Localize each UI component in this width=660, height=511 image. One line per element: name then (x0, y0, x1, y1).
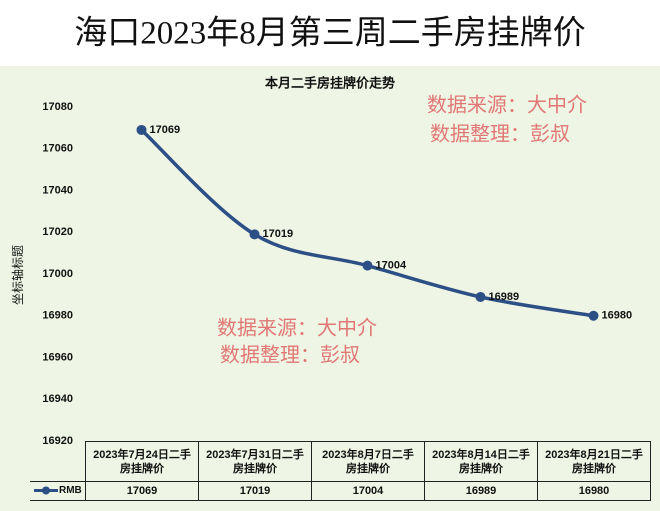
point (136, 124, 147, 135)
table-value: 16989 (424, 481, 538, 501)
y-tick-label: 17080 (42, 101, 73, 113)
point (475, 291, 486, 302)
table-value: 17019 (198, 481, 312, 501)
chart-title: 海口2023年8月第三周二手房挂牌价 (74, 15, 586, 52)
point (362, 260, 373, 271)
table-corner (30, 441, 86, 482)
table-header: 2023年7月24日二手房挂牌价 (85, 441, 199, 482)
annotation: 数据整理：彭叔 (220, 344, 360, 367)
data-label: 16980 (602, 310, 633, 322)
y-tick-label: 17060 (42, 143, 73, 155)
data-label: 17069 (150, 124, 181, 136)
legend-cell (30, 481, 86, 501)
y-tick-label: 17040 (42, 184, 73, 196)
data-label: 17019 (263, 228, 294, 240)
table-value: 17069 (85, 481, 199, 501)
table-value: 16980 (537, 481, 651, 501)
point (249, 229, 260, 240)
point (588, 310, 599, 321)
legend-label: RMB (59, 485, 82, 496)
y-tick-label: 16980 (42, 310, 73, 322)
chart-subtitle: 本月二手房挂牌价走势 (265, 75, 395, 90)
data-label: 16989 (489, 291, 520, 303)
y-tick-label: 17000 (42, 268, 73, 280)
annotation: 数据整理：彭叔 (430, 123, 570, 146)
legend-marker (42, 486, 50, 495)
annotation: 数据来源：大中介 (217, 317, 377, 340)
table-header: 2023年8月14日二手房挂牌价 (424, 441, 538, 482)
y-tick-label: 17020 (42, 226, 73, 238)
y-tick-label: 16940 (42, 393, 73, 405)
table-header: 2023年8月7日二手房挂牌价 (311, 441, 425, 482)
table-header: 2023年8月21日二手房挂牌价 (537, 441, 651, 482)
annotation: 数据来源：大中介 (427, 94, 587, 117)
table-header: 2023年7月31日二手房挂牌价 (198, 441, 312, 482)
chart-background (0, 66, 660, 511)
y-tick-label: 16920 (42, 435, 73, 447)
table-value: 17004 (311, 481, 425, 501)
y-tick-label: 16960 (42, 351, 73, 363)
data-label: 17004 (376, 260, 407, 272)
y-axis-title: 坐标轴标题 (10, 245, 25, 305)
